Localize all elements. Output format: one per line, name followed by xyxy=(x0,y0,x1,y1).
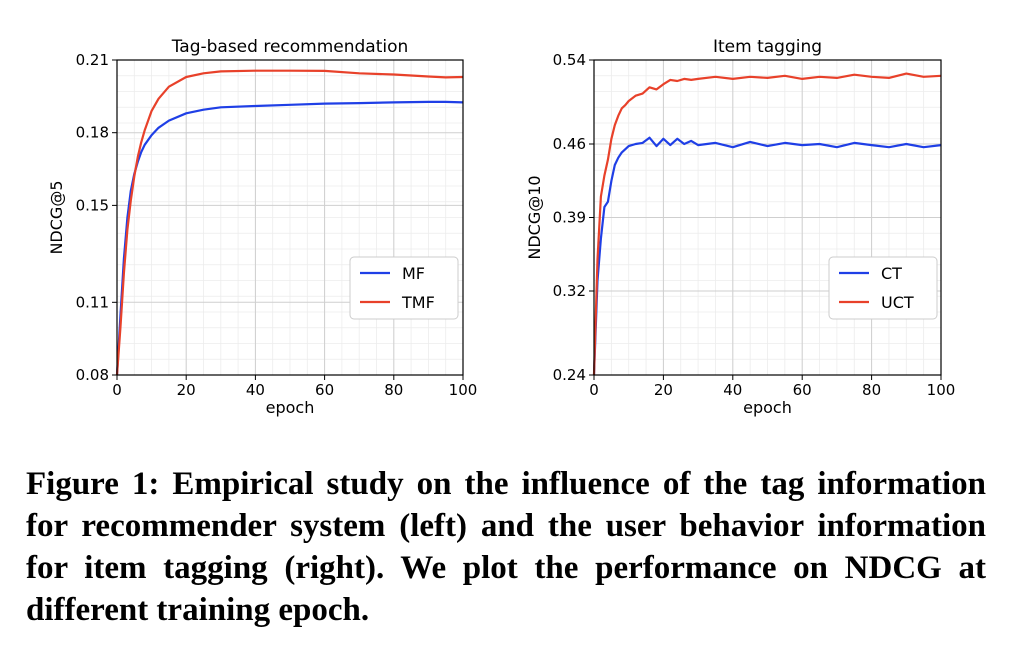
y-tick-label: 0.11 xyxy=(76,293,109,311)
x-tick-label: 20 xyxy=(654,381,673,399)
y-tick-label: 0.18 xyxy=(76,124,109,142)
x-tick-label: 0 xyxy=(112,381,122,399)
x-tick-label: 40 xyxy=(246,381,265,399)
y-tick-label: 0.15 xyxy=(76,196,109,214)
x-tick-label: 100 xyxy=(927,381,956,399)
chart-title: Tag-based recommendation xyxy=(171,37,409,57)
y-tick-label: 0.39 xyxy=(553,209,586,227)
chart-item-tagging: 0 20 40 60 80 100 0.24 0.32 0.39 0.46 0.54 Item tag… xyxy=(525,37,955,417)
legend-label-ct: CT xyxy=(881,264,902,283)
series-line-uct xyxy=(592,72,942,376)
y-tick-label: 0.08 xyxy=(76,366,109,384)
legend-label-mf: MF xyxy=(402,264,425,283)
series-line-ct xyxy=(592,136,942,376)
y-axis-label: NDCG@5 xyxy=(47,180,66,254)
x-tick-label: 0 xyxy=(589,381,599,399)
y-axis-label: NDCG@10 xyxy=(525,175,544,259)
figure-caption: Figure 1: Empirical study on the influen… xyxy=(26,466,986,628)
y-tick-label: 0.32 xyxy=(553,282,586,300)
x-tick-label: 60 xyxy=(793,381,812,399)
legend: CT UCT xyxy=(828,256,938,320)
x-tick-label: 60 xyxy=(315,381,334,399)
x-tick-label: 40 xyxy=(723,381,742,399)
series-line-mf xyxy=(115,100,464,376)
y-tick-label: 0.24 xyxy=(553,366,586,384)
y-tick-label: 0.46 xyxy=(553,135,586,153)
legend-label-uct: UCT xyxy=(881,293,914,312)
x-tick-label: 80 xyxy=(384,381,403,399)
chart-title: Item tagging xyxy=(713,37,822,57)
x-tick-label: 80 xyxy=(862,381,881,399)
plot-frame xyxy=(116,59,464,376)
legend-label-tmf: TMF xyxy=(401,293,435,312)
x-axis-label: epoch xyxy=(743,398,792,417)
x-tick-label: 20 xyxy=(177,381,196,399)
legend: MF TMF xyxy=(349,256,459,320)
chart-tag-based-recommendation: 0 20 40 60 80 100 0.08 0.11 0.15 0.18 0.21 Tag-base… xyxy=(47,37,477,417)
series-line-tmf xyxy=(115,69,464,376)
x-tick-label: 100 xyxy=(449,381,478,399)
figure-area: 0 20 40 60 80 100 0.08 0.11 0.15 0.18 0.21 Tag-base… xyxy=(47,37,955,417)
x-axis-label: epoch xyxy=(266,398,315,417)
y-tick-label: 0.54 xyxy=(553,51,586,69)
y-tick-label: 0.21 xyxy=(76,51,109,69)
